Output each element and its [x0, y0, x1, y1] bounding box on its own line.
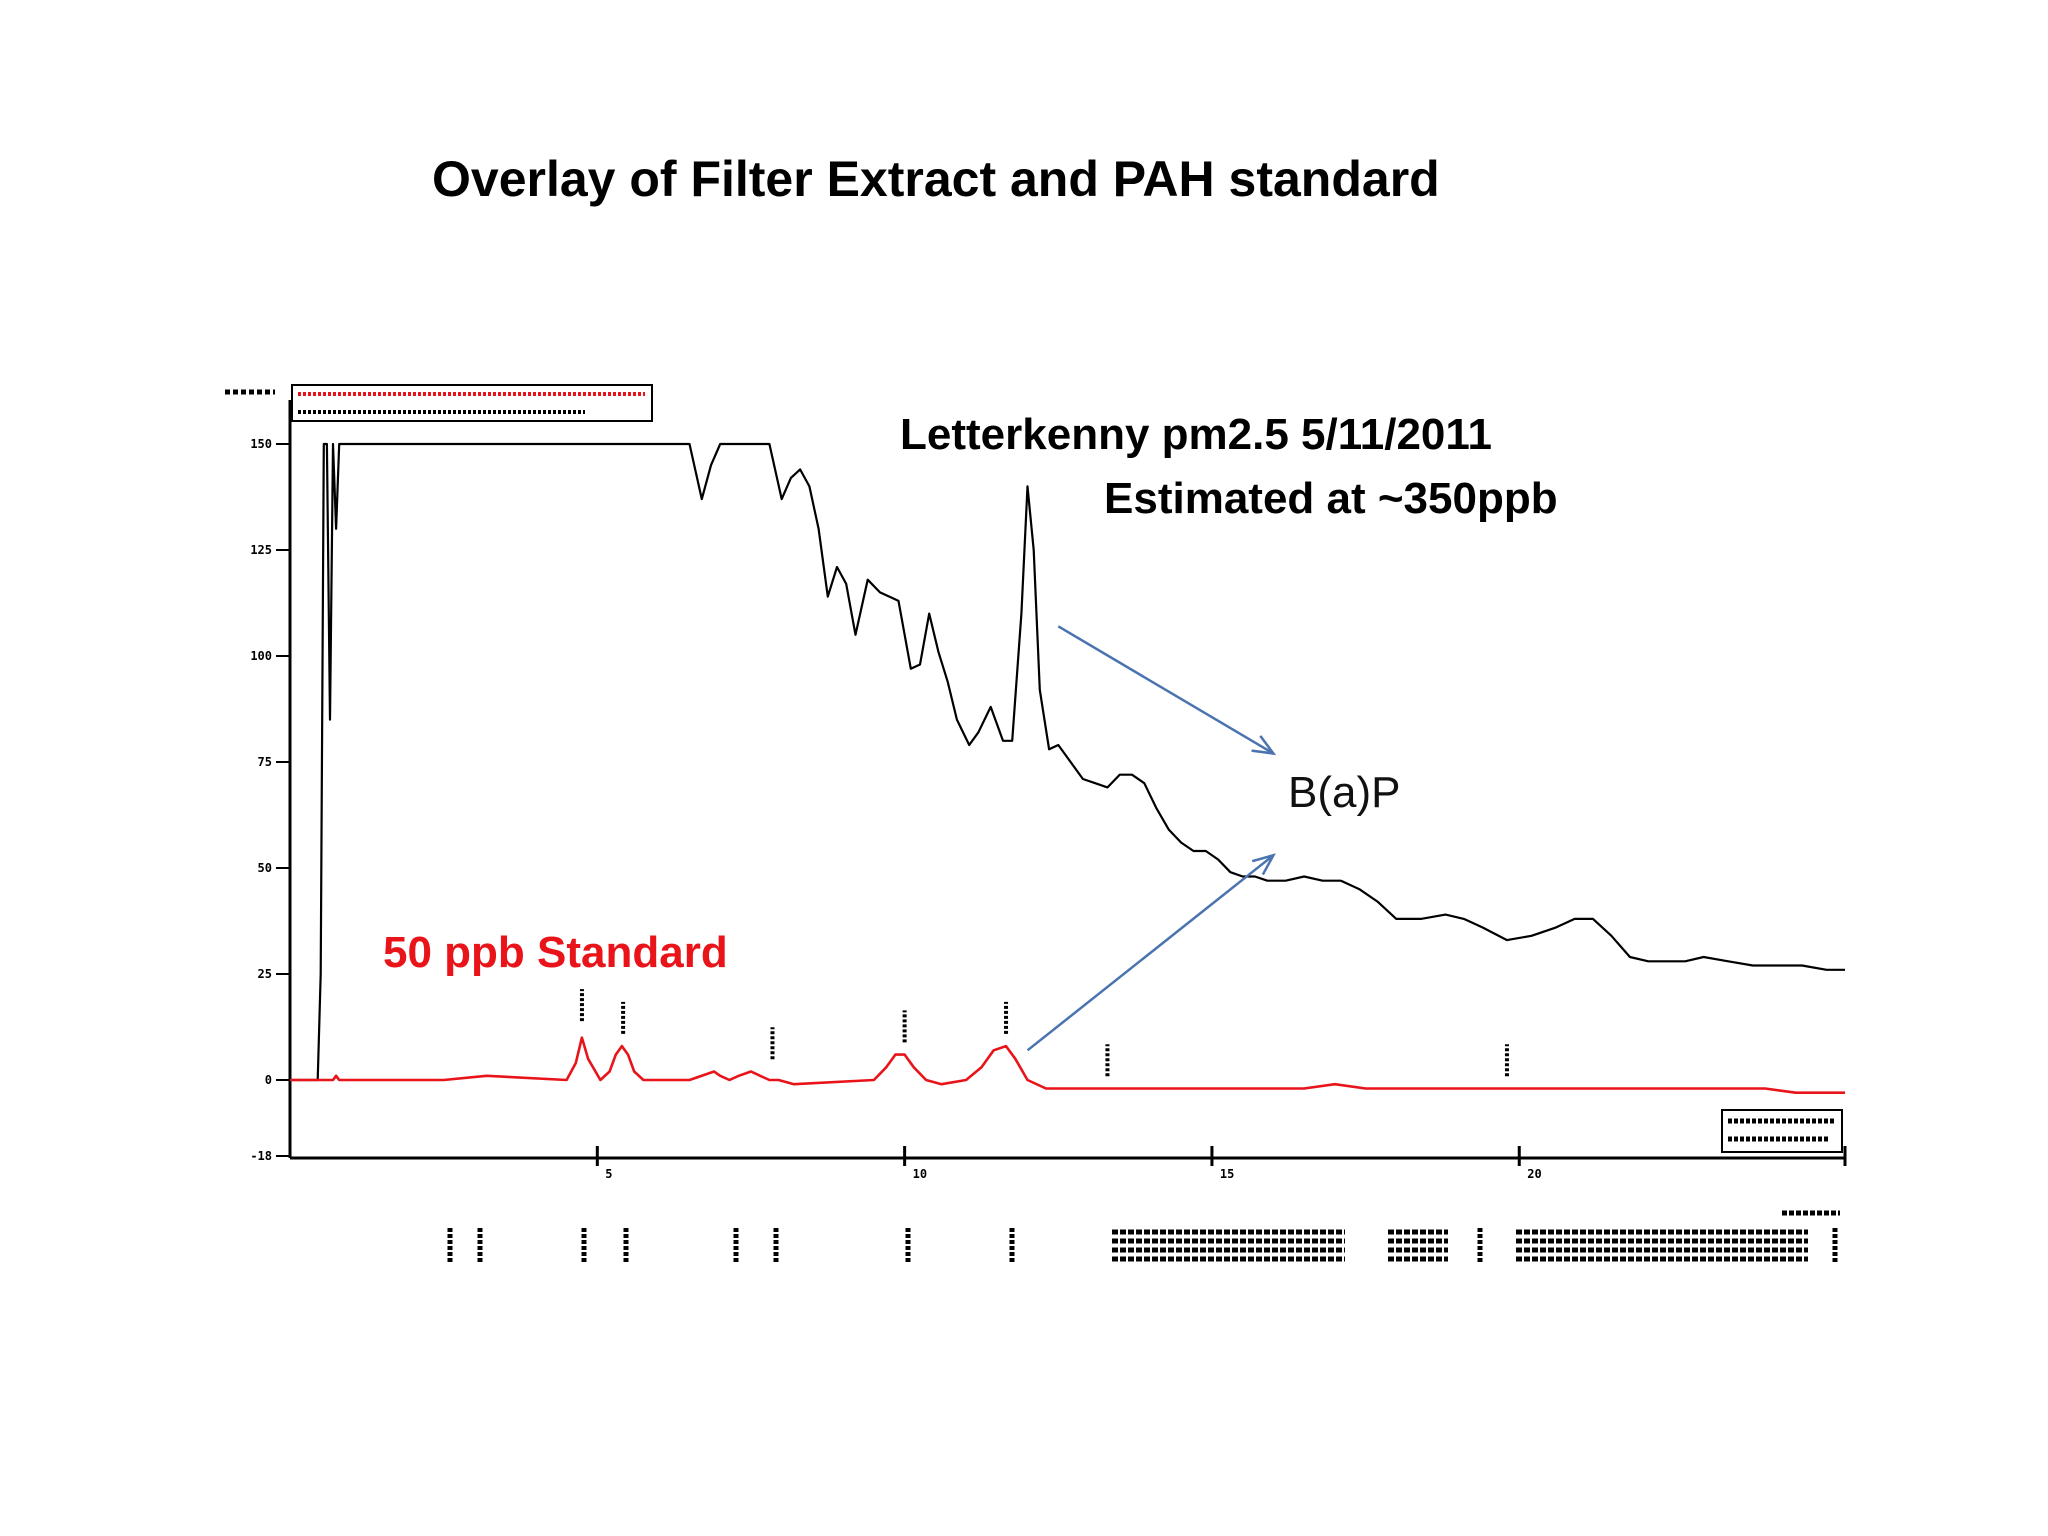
legend-frame: [291, 384, 653, 422]
sample-trace: [290, 442, 1845, 1082]
y-tick-label: 50: [258, 861, 272, 875]
peak-markers: [579, 989, 1509, 1077]
legend-box: [291, 384, 653, 422]
arrow-layer: [1026, 625, 1277, 1052]
sample-note-line2: Estimated at ~350ppb: [1104, 474, 1558, 523]
bap-callout-arrowhead: [1251, 735, 1277, 756]
standard-label: 50 ppb Standard: [383, 928, 728, 977]
x-tick-label: 15: [1220, 1167, 1234, 1181]
bap-callout-label: B(a)P: [1288, 768, 1401, 817]
y-tick-label: 150: [250, 437, 272, 451]
retention-table: [447, 1228, 1838, 1262]
y-tick-label: -18: [250, 1149, 272, 1163]
slide-title: Overlay of Filter Extract and PAH standa…: [432, 151, 1440, 207]
series-layer: [290, 442, 1845, 1094]
y-tick-label: 125: [250, 543, 272, 557]
x-tick-label: 10: [913, 1167, 927, 1181]
sample-note-line1: Letterkenny pm2.5 5/11/2011: [900, 410, 1492, 459]
info-box-frame: [1721, 1109, 1843, 1153]
axes: [288, 400, 1847, 1166]
bap-callout-arrow: [1057, 625, 1275, 755]
info-box: [1721, 1109, 1843, 1153]
x-tick-label: 20: [1527, 1167, 1541, 1181]
x-ticks: 5 10 15 20: [595, 1146, 1542, 1181]
y-tick-label: 0: [265, 1073, 272, 1087]
bap-callout-arrowhead: [1251, 853, 1276, 876]
bap-callout-arrow: [1026, 854, 1275, 1052]
x-tick-label: 5: [605, 1167, 612, 1181]
y-tick-label: 75: [258, 755, 272, 769]
y-tick-label: 25: [258, 967, 272, 981]
y-tick-label: 100: [250, 649, 272, 663]
standard-trace: [290, 1036, 1845, 1094]
y-ticks: 150 125 100 75 50 25 0 -18: [250, 437, 290, 1163]
